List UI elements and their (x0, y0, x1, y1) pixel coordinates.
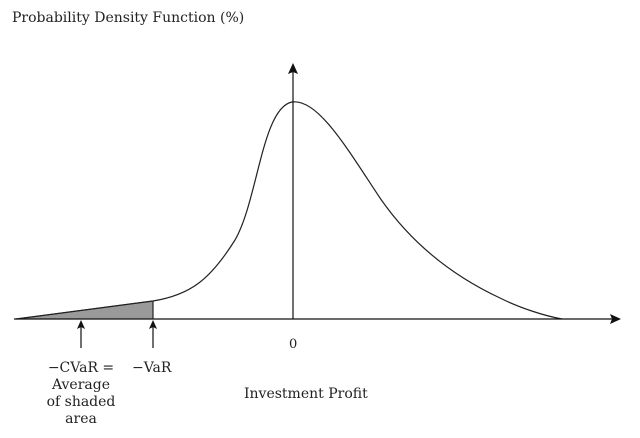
y-axis-arrowhead (288, 63, 298, 74)
cvar-label-line: −CVaR = (47, 360, 115, 376)
cvar-label: −CVaR = Average of shaded area (36, 360, 126, 428)
var-pointer-arrowhead (149, 320, 157, 329)
x-axis-label: Investment Profit (244, 386, 368, 402)
cvar-label-line: of shaded (46, 394, 116, 410)
cvar-label-line: Average (51, 377, 111, 393)
cvar-label-line: area (65, 411, 97, 427)
density-curve (15, 101, 563, 320)
var-label: −VaR (132, 360, 172, 376)
x-axis-arrowhead (610, 314, 621, 324)
zero-tick-label: 0 (289, 337, 298, 352)
cvar-pointer-arrowhead (77, 320, 85, 329)
chart-title: Probability Density Function (%) (12, 10, 245, 26)
